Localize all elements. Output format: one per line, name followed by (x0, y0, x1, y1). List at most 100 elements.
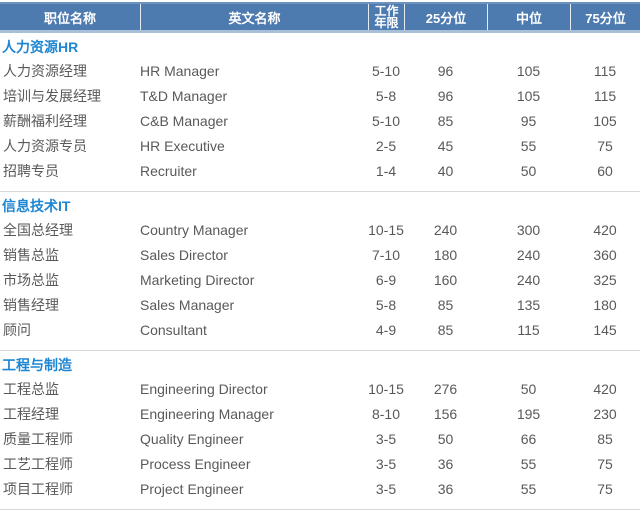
table-row: 顾问 Consultant 4-9 85 115 145 (0, 318, 640, 343)
cell-job-title-en: Consultant (140, 322, 207, 338)
cell-job-title-zh: 质量工程师 (3, 431, 73, 447)
cell-median: 50 (520, 163, 537, 179)
cell-p25: 50 (437, 431, 454, 447)
column-header-p75: 75分位 (570, 4, 640, 30)
cell-median: 55 (520, 481, 537, 497)
cell-job-title-en: Sales Manager (140, 297, 235, 313)
cell-job-title-en: Engineering Manager (140, 406, 274, 422)
column-header-work-years: 工作年限 (368, 4, 404, 30)
table-row: 市场总监 Marketing Director 6-9 160 240 325 (0, 268, 640, 293)
cell-p75: 115 (593, 88, 617, 104)
cell-job-title-zh: 薪酬福利经理 (3, 113, 87, 129)
table-header-row: 职位名称 英文名称 工作年限 25分位 中位 75分位 (0, 2, 640, 33)
cell-job-title-zh: 全国总经理 (3, 222, 73, 238)
cell-median: 50 (520, 381, 537, 397)
table-row: 人力资源经理 HR Manager 5-10 96 105 115 (0, 59, 640, 84)
cell-job-title-zh: 项目工程师 (3, 481, 73, 497)
cell-median: 115 (517, 322, 540, 338)
cell-work-years: 8-10 (371, 406, 401, 422)
cell-p75: 360 (593, 247, 617, 263)
cell-p25: 156 (433, 406, 458, 422)
cell-median: 195 (516, 406, 541, 422)
cell-p25: 40 (437, 163, 454, 179)
cell-p75: 420 (593, 222, 617, 238)
cell-job-title-en: Country Manager (140, 222, 249, 238)
table-row: 工程总监 Engineering Director 10-15 276 50 420 (0, 377, 640, 402)
cell-p25: 45 (437, 138, 454, 154)
cell-p75: 420 (593, 381, 617, 397)
cell-job-title-en: Quality Engineer (140, 431, 244, 447)
cell-p25: 96 (437, 88, 454, 104)
cell-median: 105 (516, 63, 541, 79)
column-header-work-years-label: 工作年限 (374, 4, 399, 30)
column-header-p25: 25分位 (404, 4, 487, 30)
table-row: 全国总经理 Country Manager 10-15 240 300 420 (0, 218, 640, 243)
cell-job-title-zh: 市场总监 (3, 272, 59, 288)
cell-p75: 105 (593, 113, 617, 129)
cell-median: 240 (516, 272, 541, 288)
cell-work-years: 3-5 (375, 456, 397, 472)
cell-p25: 96 (437, 63, 454, 79)
cell-p75: 60 (597, 163, 613, 179)
section-title: 人力资源HR (2, 39, 79, 55)
cell-work-years: 3-5 (375, 431, 397, 447)
table-body: 人力资源HR 人力资源经理 HR Manager 5-10 96 105 115 培训与发展经… (0, 33, 640, 510)
cell-work-years: 6-9 (375, 272, 397, 288)
section-title: 工程与制造 (2, 357, 72, 373)
cell-work-years: 3-5 (375, 481, 397, 497)
cell-job-title-en: Process Engineer (140, 456, 251, 472)
cell-p25: 276 (433, 381, 458, 397)
cell-job-title-en: Recruiter (140, 163, 197, 179)
column-header-job-title-en: 英文名称 (140, 4, 368, 30)
cell-job-title-zh: 工程总监 (3, 381, 59, 397)
section-title: 信息技术IT (2, 198, 71, 214)
cell-work-years: 5-10 (371, 63, 401, 79)
cell-work-years: 4-9 (375, 322, 397, 338)
cell-p25: 85 (437, 113, 454, 129)
cell-median: 135 (516, 297, 541, 313)
cell-job-title-en: HR Manager (140, 63, 220, 79)
cell-job-title-zh: 工艺工程师 (3, 456, 73, 472)
cell-median: 95 (520, 113, 537, 129)
cell-work-years: 7-10 (371, 247, 401, 263)
cell-work-years: 2-5 (375, 138, 397, 154)
cell-job-title-en: Engineering Director (140, 381, 268, 397)
cell-median: 300 (516, 222, 541, 238)
cell-job-title-zh: 培训与发展经理 (3, 88, 101, 104)
column-header-job-title-zh: 职位名称 (43, 10, 96, 26)
table-row: 培训与发展经理 T&D Manager 5-8 96 105 115 (0, 84, 640, 109)
cell-p25: 85 (437, 297, 454, 313)
cell-work-years: 5-10 (371, 113, 401, 129)
table-row: 招聘专员 Recruiter 1-4 40 50 60 (0, 159, 640, 184)
cell-p75: 75 (597, 456, 613, 472)
cell-job-title-en: T&D Manager (140, 88, 228, 104)
cell-job-title-zh: 销售总监 (3, 247, 59, 263)
cell-median: 240 (516, 247, 541, 263)
cell-p25: 85 (437, 322, 454, 338)
cell-median: 55 (520, 138, 537, 154)
table-row: 销售经理 Sales Manager 5-8 85 135 180 (0, 293, 640, 318)
cell-job-title-zh: 招聘专员 (3, 163, 59, 179)
table-row: 工艺工程师 Process Engineer 3-5 36 55 75 (0, 452, 640, 477)
cell-p25: 180 (433, 247, 458, 263)
cell-p25: 240 (433, 222, 458, 238)
cell-median: 105 (516, 88, 541, 104)
table-row: 工程经理 Engineering Manager 8-10 156 195 230 (0, 402, 640, 427)
cell-job-title-en: Project Engineer (140, 481, 244, 497)
section-divider (0, 191, 640, 192)
cell-p75: 85 (597, 431, 613, 447)
cell-work-years: 10-15 (368, 381, 404, 397)
cell-p25: 160 (433, 272, 458, 288)
cell-median: 66 (520, 431, 537, 447)
cell-job-title-en: C&B Manager (140, 113, 228, 129)
section-divider (0, 350, 640, 351)
cell-p75: 230 (593, 406, 617, 422)
cell-p75: 180 (593, 297, 617, 313)
cell-p75: 115 (593, 63, 617, 79)
column-header-median: 中位 (487, 4, 570, 30)
cell-p75: 325 (593, 272, 617, 288)
table-row: 销售总监 Sales Director 7-10 180 240 360 (0, 243, 640, 268)
cell-job-title-zh: 销售经理 (3, 297, 59, 313)
cell-job-title-en: HR Executive (140, 138, 225, 154)
